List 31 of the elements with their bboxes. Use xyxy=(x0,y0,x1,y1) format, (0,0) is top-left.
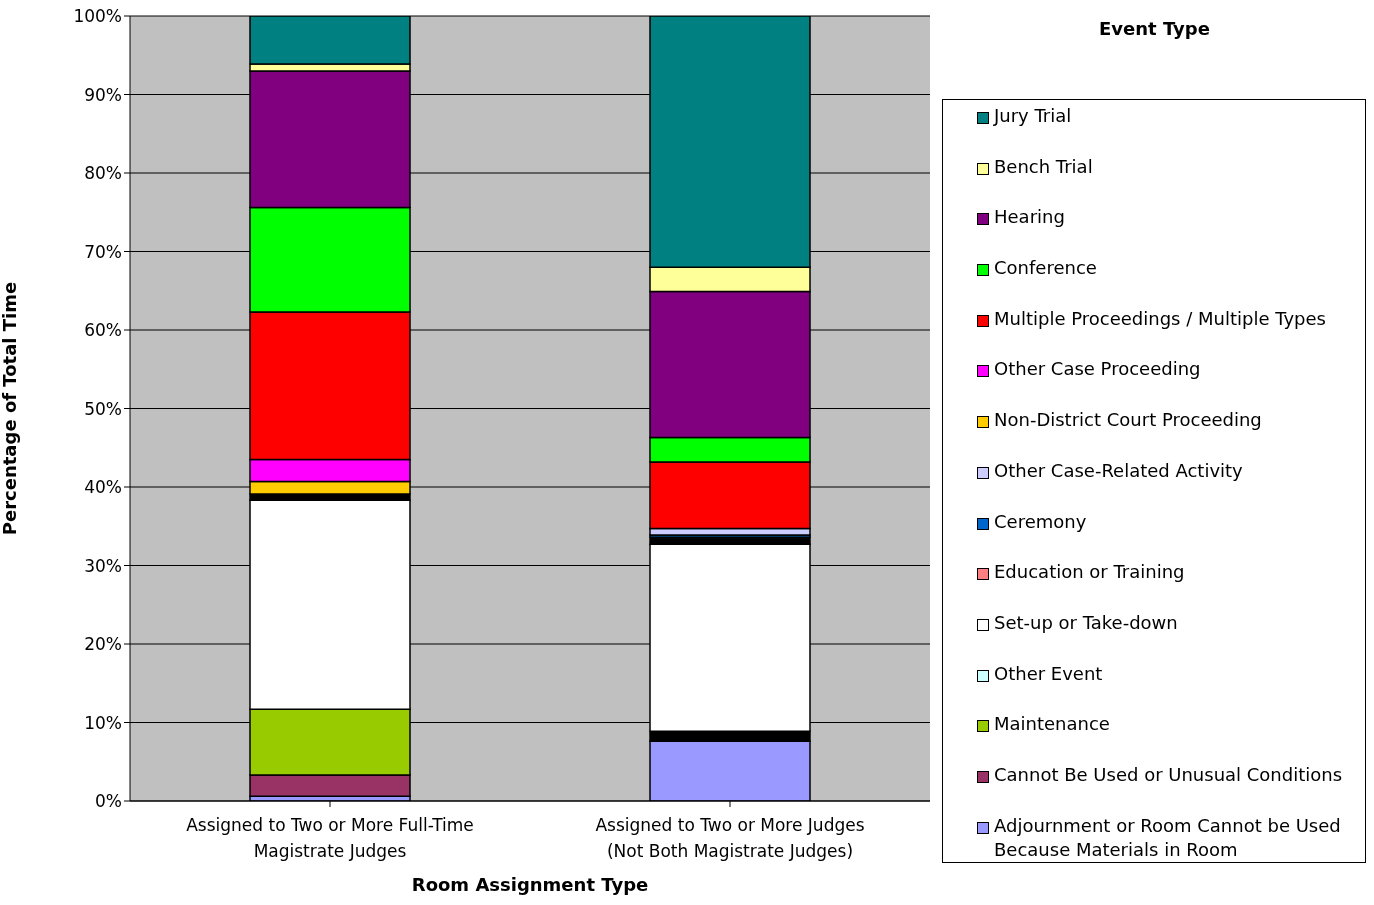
y-tick-label: 0% xyxy=(95,791,122,812)
legend-label: Non-District Court Proceeding xyxy=(994,408,1263,433)
y-tick-label: 50% xyxy=(84,398,122,419)
y-tick-label: 40% xyxy=(84,477,122,498)
legend-label: Hearing xyxy=(994,205,1066,230)
y-tick-label: 20% xyxy=(84,634,122,655)
legend-label: Conference xyxy=(994,256,1098,281)
legend-label: Education or Training xyxy=(994,560,1186,585)
legend-label: Bench Trial xyxy=(994,154,1094,179)
x-tick-label: Assigned to Two or More Judges (Not Both Magistrate Judges) xyxy=(595,815,865,861)
legend-label: Maintenance xyxy=(994,712,1111,737)
y-tick-label: 70% xyxy=(84,241,122,262)
legend-label: Other Case-Related Activity xyxy=(994,458,1244,483)
legend-label: Adjournment or Room Cannot be Used Because Materials in Room xyxy=(994,813,1342,862)
y-tick-label: 100% xyxy=(73,6,122,27)
legend-label: Ceremony xyxy=(994,509,1088,534)
legend-label: Set-up or Take-down xyxy=(994,610,1179,635)
y-axis-title: Percentage of Total Time xyxy=(0,281,21,536)
y-tick-label: 60% xyxy=(84,320,122,341)
legend-title: Event Type xyxy=(1098,18,1211,39)
legend-label: Jury Trial xyxy=(994,104,1073,128)
y-tick-label: 80% xyxy=(84,163,122,184)
x-axis-title: Room Assignment Type xyxy=(411,874,649,895)
y-tick-label: 10% xyxy=(84,712,122,733)
legend-label: Other Case Proceeding xyxy=(994,357,1202,382)
legend-label: Multiple Proceedings / Multiple Types xyxy=(994,306,1327,331)
x-tick-label: Assigned to Two or More Full-Time Magistrate Judges xyxy=(186,815,474,861)
y-tick-label: 30% xyxy=(84,555,122,576)
legend-label: Other Event xyxy=(994,661,1104,686)
y-tick-label: 90% xyxy=(84,84,122,105)
legend-label: Cannot Be Used or Unusual Conditions xyxy=(994,762,1344,787)
